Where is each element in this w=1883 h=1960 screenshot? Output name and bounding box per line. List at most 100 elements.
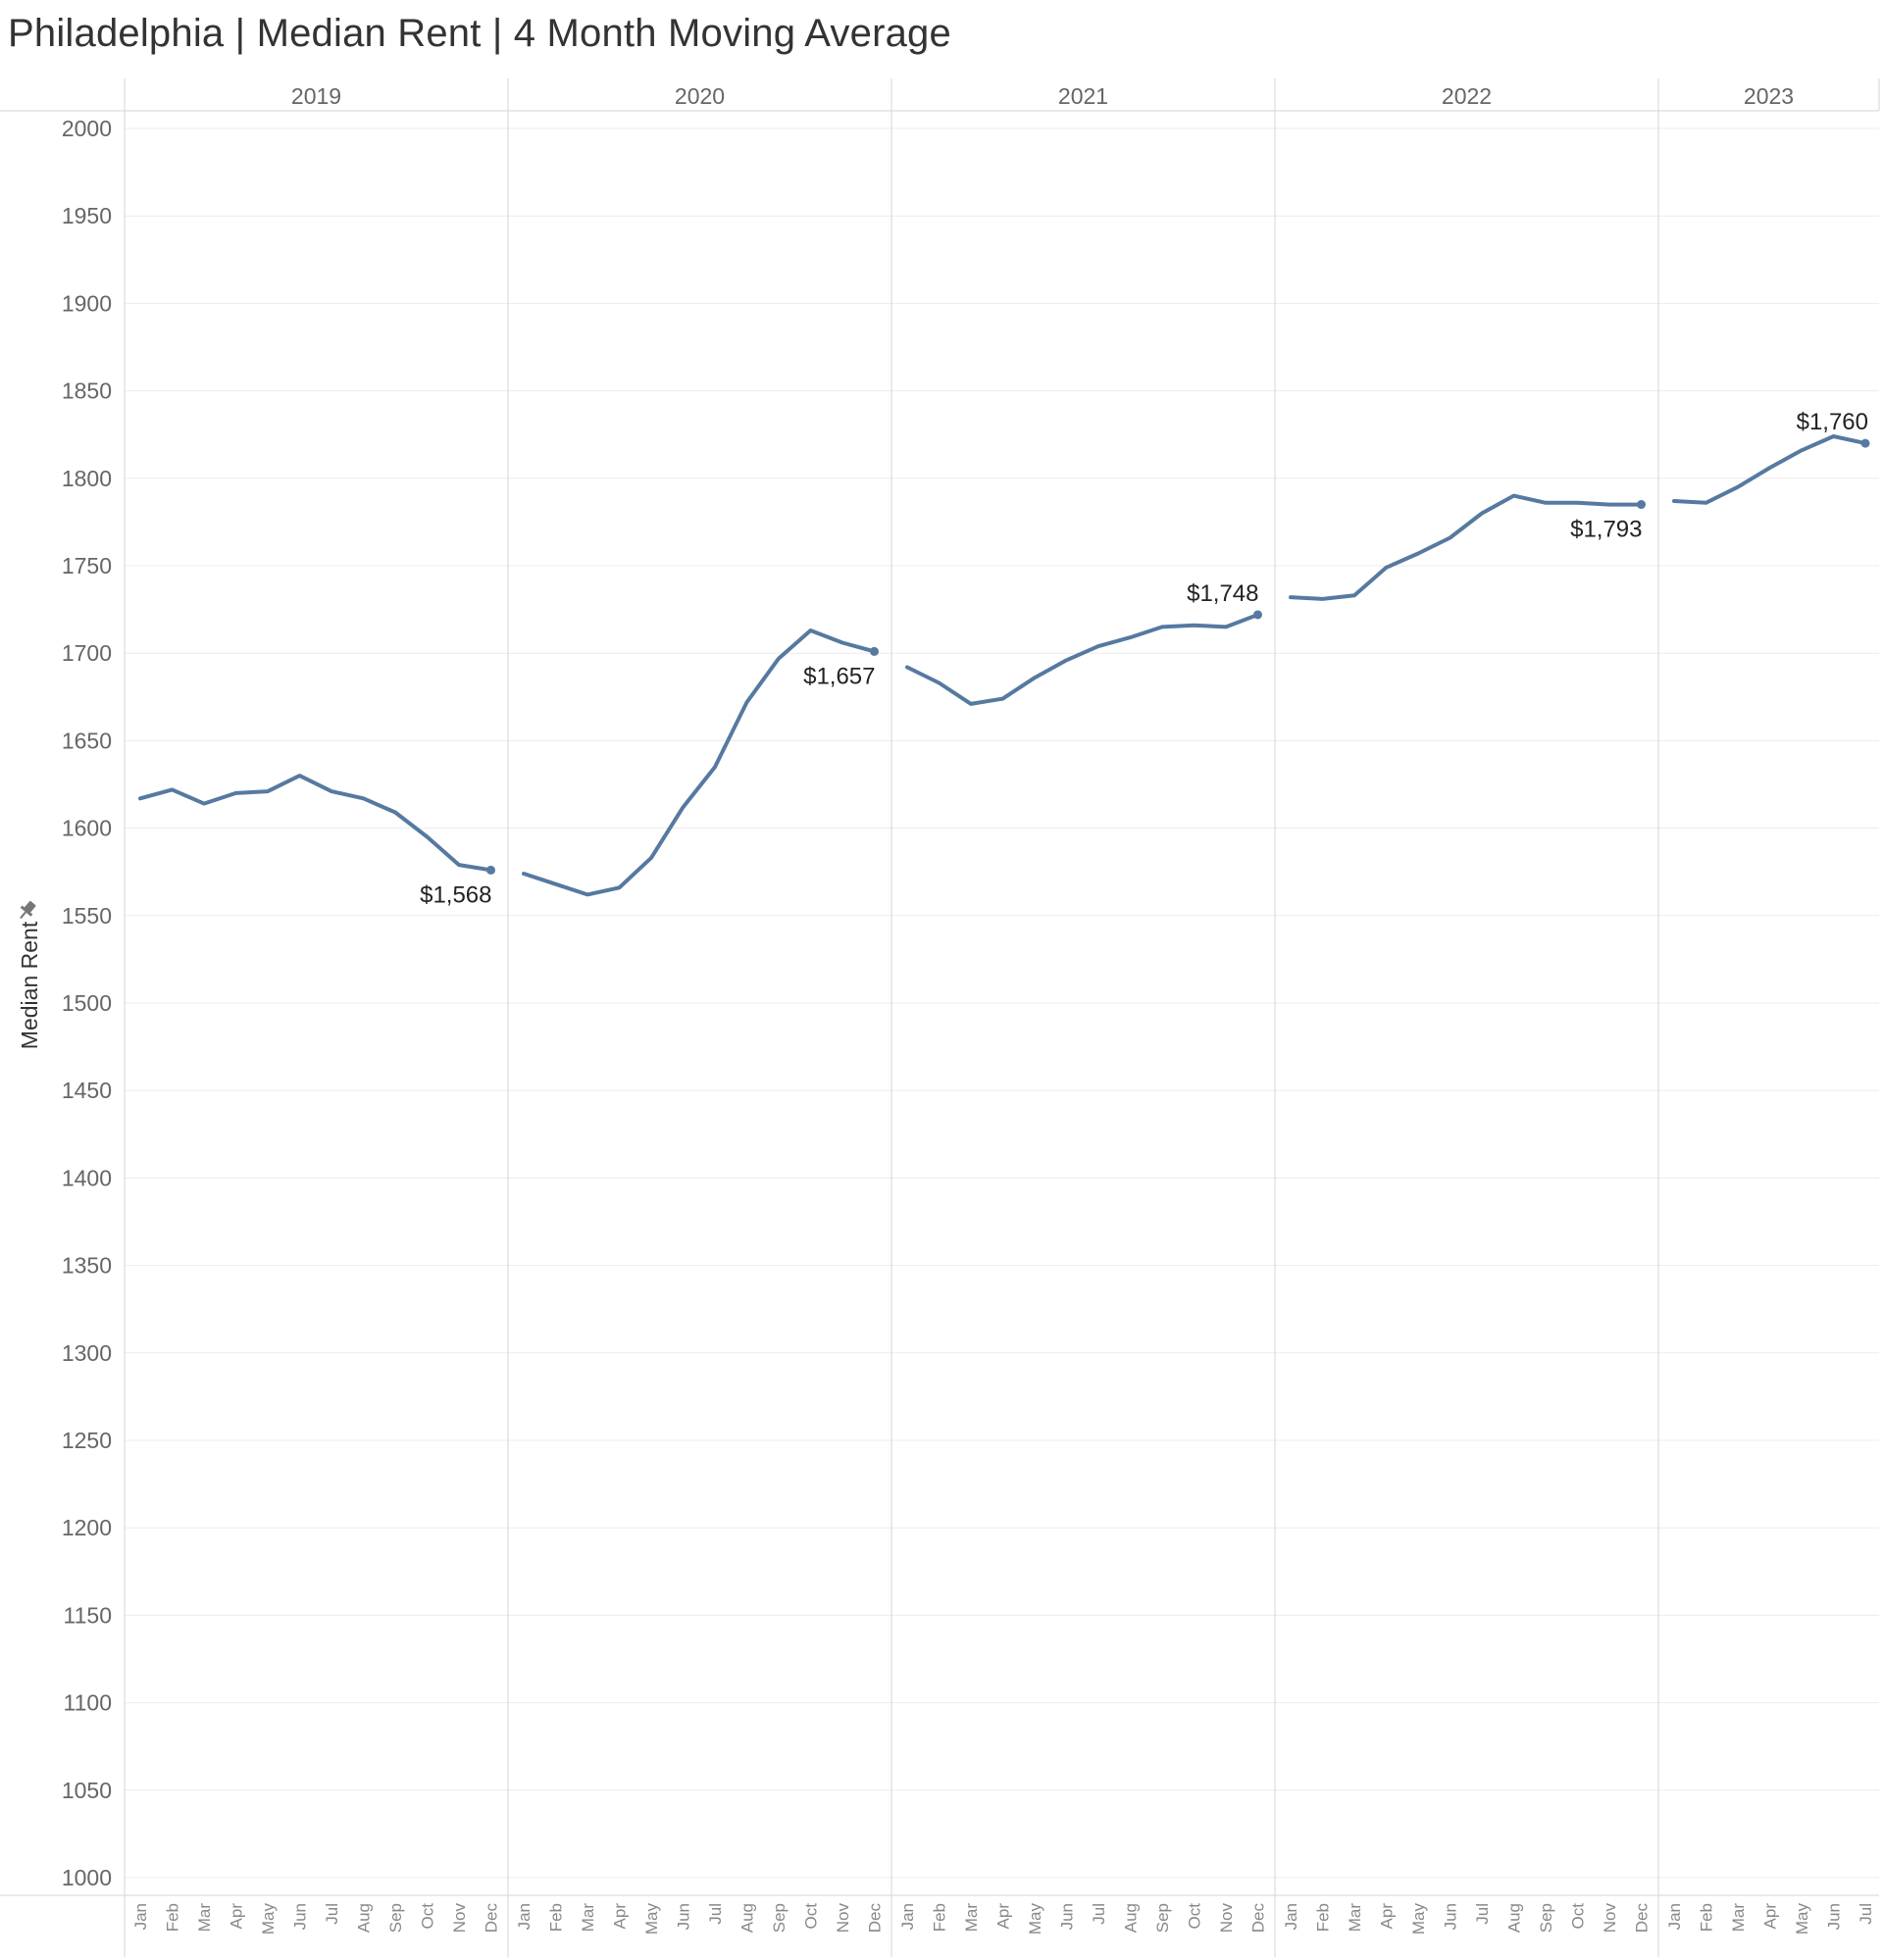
- y-tick-label: 1600: [62, 816, 112, 841]
- month-tick-label: Oct: [1569, 1903, 1588, 1930]
- series-line-2021: [905, 613, 1260, 706]
- month-tick-label: Sep: [1153, 1903, 1172, 1933]
- month-tick-label: Mar: [1729, 1903, 1748, 1933]
- month-tick-label: Jan: [898, 1903, 917, 1930]
- y-tick-label: 1100: [64, 1690, 112, 1716]
- month-tick-label: Feb: [1698, 1903, 1716, 1932]
- month-tick-label: Oct: [802, 1903, 821, 1930]
- data-label: $1,748: [1187, 580, 1258, 607]
- data-label: $1,568: [420, 881, 491, 908]
- month-tick-label: Jan: [1282, 1903, 1300, 1930]
- month-tick-label: Jun: [675, 1903, 693, 1930]
- y-tick-label: 1550: [62, 903, 112, 929]
- month-tick-label: Apr: [228, 1903, 246, 1930]
- annotations: $1,568 $1,657 $1,748 $1,793 $1,760: [420, 409, 1868, 908]
- month-tick-label: May: [1793, 1903, 1811, 1935]
- y-tick-label: 1850: [62, 378, 112, 404]
- month-tick-label: Mar: [962, 1903, 981, 1933]
- data-label: $1,657: [803, 663, 875, 689]
- end-point-marker: [486, 865, 495, 875]
- month-tick-label: Sep: [1537, 1903, 1555, 1933]
- month-tick-label: Feb: [1314, 1903, 1333, 1932]
- month-tick-label: Aug: [738, 1903, 757, 1933]
- month-tick-label: Dec: [866, 1903, 885, 1934]
- chart-title: Philadelphia | Median Rent | 4 Month Mov…: [8, 12, 951, 55]
- end-point-marker: [1860, 438, 1870, 448]
- month-tick-label: Mar: [195, 1903, 214, 1933]
- month-tick-label: Sep: [386, 1903, 405, 1933]
- series-line-2019: [138, 774, 493, 873]
- year-header-2020: 2020: [675, 83, 725, 109]
- series-line-2022: [1289, 493, 1644, 601]
- chart-frame: [0, 78, 1880, 1957]
- y-tick-label: 1400: [62, 1165, 112, 1190]
- y-tick-label: 1250: [62, 1428, 112, 1453]
- month-tick-label: Sep: [770, 1903, 789, 1933]
- month-tick-label: Apr: [1378, 1903, 1397, 1930]
- y-axis-label-group: Median Rent: [16, 899, 42, 1049]
- y-tick-label: 1000: [62, 1865, 112, 1890]
- month-tick-label: Feb: [547, 1903, 566, 1932]
- month-tick-label: Apr: [611, 1903, 630, 1930]
- month-tick-label: Jun: [291, 1903, 310, 1930]
- month-axis: Jan Feb Mar Apr May Jun Jul Aug Sep Oct Nov Dec Jan F…: [131, 1903, 1875, 1935]
- y-axis-label: Median Rent: [17, 921, 42, 1049]
- year-headers: 2019 2020 2021 2022 2023: [291, 83, 1794, 109]
- data-label: $1,760: [1797, 409, 1868, 435]
- month-tick-label: Jan: [131, 1903, 150, 1930]
- y-tick-label: 1150: [64, 1602, 112, 1628]
- y-tick-label: 2000: [62, 116, 112, 141]
- month-tick-label: Apr: [1761, 1903, 1780, 1930]
- month-tick-label: Aug: [1122, 1903, 1141, 1933]
- y-tick-label: 1200: [62, 1515, 112, 1540]
- month-tick-label: Dec: [483, 1903, 501, 1934]
- year-header-2021: 2021: [1058, 83, 1108, 109]
- y-tick-label: 1900: [62, 290, 112, 316]
- end-point-marker: [1253, 610, 1262, 620]
- y-axis: 1000 1050 1100 1150 1200 1250 1300 1350 1400 1450…: [62, 116, 112, 1890]
- year-header-2022: 2022: [1442, 83, 1492, 109]
- month-tick-label: Nov: [450, 1903, 469, 1934]
- y-tick-label: 1300: [62, 1340, 112, 1366]
- month-tick-label: Nov: [834, 1903, 852, 1934]
- month-tick-label: May: [1026, 1903, 1044, 1935]
- year-header-2019: 2019: [291, 83, 341, 109]
- month-tick-label: Jul: [1473, 1903, 1492, 1925]
- data-label: $1,793: [1570, 517, 1642, 543]
- y-tick-label: 1350: [62, 1253, 112, 1279]
- month-tick-label: Oct: [419, 1903, 437, 1930]
- month-tick-label: May: [642, 1903, 661, 1935]
- month-tick-label: Mar: [579, 1903, 597, 1933]
- month-tick-label: May: [1409, 1903, 1428, 1935]
- end-point-marker: [1637, 500, 1646, 510]
- month-tick-label: Jun: [1058, 1903, 1077, 1930]
- month-tick-label: Nov: [1217, 1903, 1236, 1934]
- month-tick-label: Aug: [1505, 1903, 1524, 1933]
- month-tick-label: Aug: [355, 1903, 374, 1933]
- month-tick-label: Jul: [1857, 1903, 1875, 1925]
- pin-icon[interactable]: [16, 899, 39, 923]
- y-tick-label: 1050: [62, 1778, 112, 1803]
- month-tick-label: Dec: [1249, 1903, 1268, 1934]
- month-tick-label: Feb: [164, 1903, 182, 1932]
- month-tick-label: Jan: [515, 1903, 534, 1930]
- month-tick-label: Oct: [1186, 1903, 1204, 1930]
- series-lines: [138, 434, 1870, 897]
- month-tick-label: May: [259, 1903, 278, 1935]
- month-tick-label: Jul: [323, 1903, 341, 1925]
- y-tick-label: 1800: [62, 466, 112, 491]
- y-tick-label: 1950: [62, 203, 112, 228]
- year-header-2023: 2023: [1744, 83, 1794, 109]
- month-tick-label: Jun: [1825, 1903, 1844, 1930]
- y-tick-label: 1650: [62, 728, 112, 753]
- y-tick-label: 1750: [62, 553, 112, 578]
- end-point-marker: [870, 646, 879, 656]
- y-tick-label: 1450: [62, 1078, 112, 1103]
- series-line-2023: [1672, 434, 1867, 505]
- y-tick-label: 1500: [62, 990, 112, 1016]
- month-tick-label: Feb: [931, 1903, 949, 1932]
- month-tick-label: Apr: [994, 1903, 1013, 1930]
- month-tick-label: Jan: [1665, 1903, 1684, 1930]
- grid-lines: [125, 127, 1879, 1879]
